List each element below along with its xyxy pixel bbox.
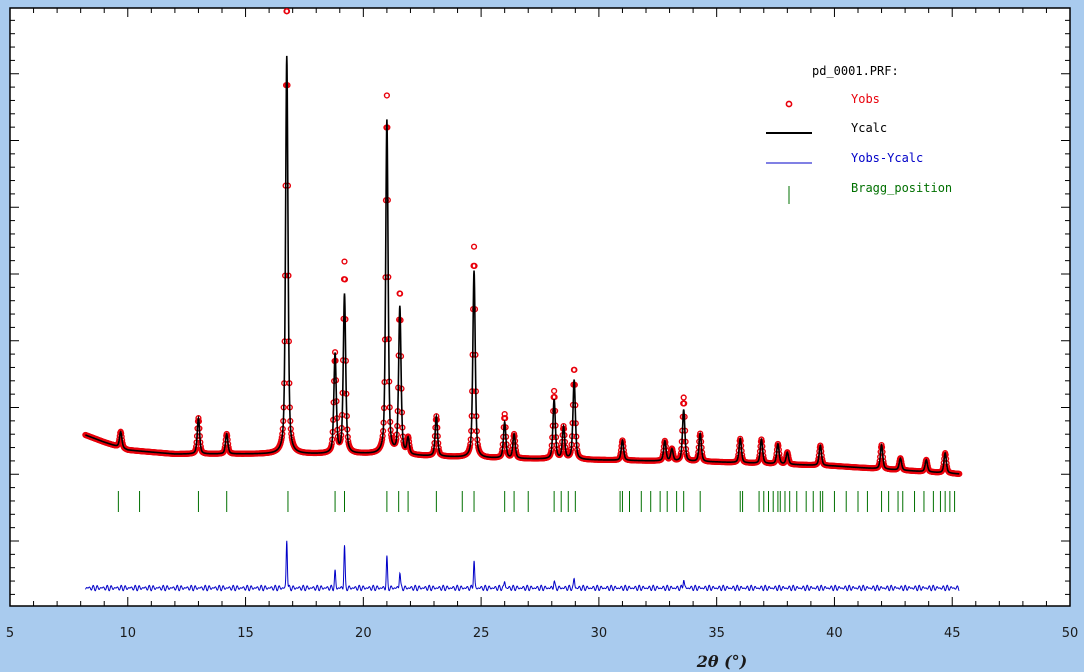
plot-area — [9, 7, 1071, 607]
obs-point — [681, 400, 688, 407]
obs-point — [471, 262, 478, 269]
y-axis-ticks — [10, 19, 1070, 595]
legend-obs-marker — [785, 100, 793, 108]
legend-diff-label: Yobs-Ycalc — [851, 151, 923, 165]
legend-calc-label: Ycalc — [851, 121, 887, 135]
difference-curve — [84, 540, 960, 592]
obs-point — [551, 387, 558, 395]
obs-point — [341, 276, 349, 283]
obs-point — [470, 243, 478, 250]
x-tick-label: 40 — [826, 626, 843, 641]
x-tick-label: 15 — [237, 626, 254, 641]
x-axis-tick-labels: 5 10 15 20 25 30 35 40 45 50 — [6, 626, 1078, 641]
file-label: pd_0001.PRF: — [812, 64, 899, 78]
legend-bragg-label: Bragg_position — [851, 181, 952, 195]
x-tick-label: 5 — [6, 626, 14, 641]
obs-point — [680, 394, 687, 401]
x-tick-label: 45 — [944, 626, 961, 641]
obs-point — [571, 366, 578, 373]
x-tick-label: 10 — [120, 626, 137, 641]
calculated-curve — [85, 55, 960, 475]
x-tick-label: 30 — [591, 626, 608, 641]
obs-point — [383, 92, 390, 99]
obs-point — [341, 258, 348, 265]
bragg-position-marks — [117, 491, 956, 512]
x-tick-label: 35 — [708, 626, 725, 641]
x-axis-ticks — [9, 8, 1071, 606]
x-tick-label: 25 — [473, 626, 490, 641]
obs-point — [502, 415, 509, 422]
obs-point — [396, 290, 404, 297]
x-tick-label: 20 — [355, 626, 372, 641]
x-tick-label: 50 — [1062, 626, 1079, 641]
legend-obs-label: Yobs — [851, 92, 880, 106]
x-axis-title: 2θ (°) — [696, 652, 748, 671]
obs-point — [283, 8, 291, 15]
legend: pd_0001.PRF: Yobs Ycalc Yobs-Ycalc Bragg… — [766, 64, 952, 204]
